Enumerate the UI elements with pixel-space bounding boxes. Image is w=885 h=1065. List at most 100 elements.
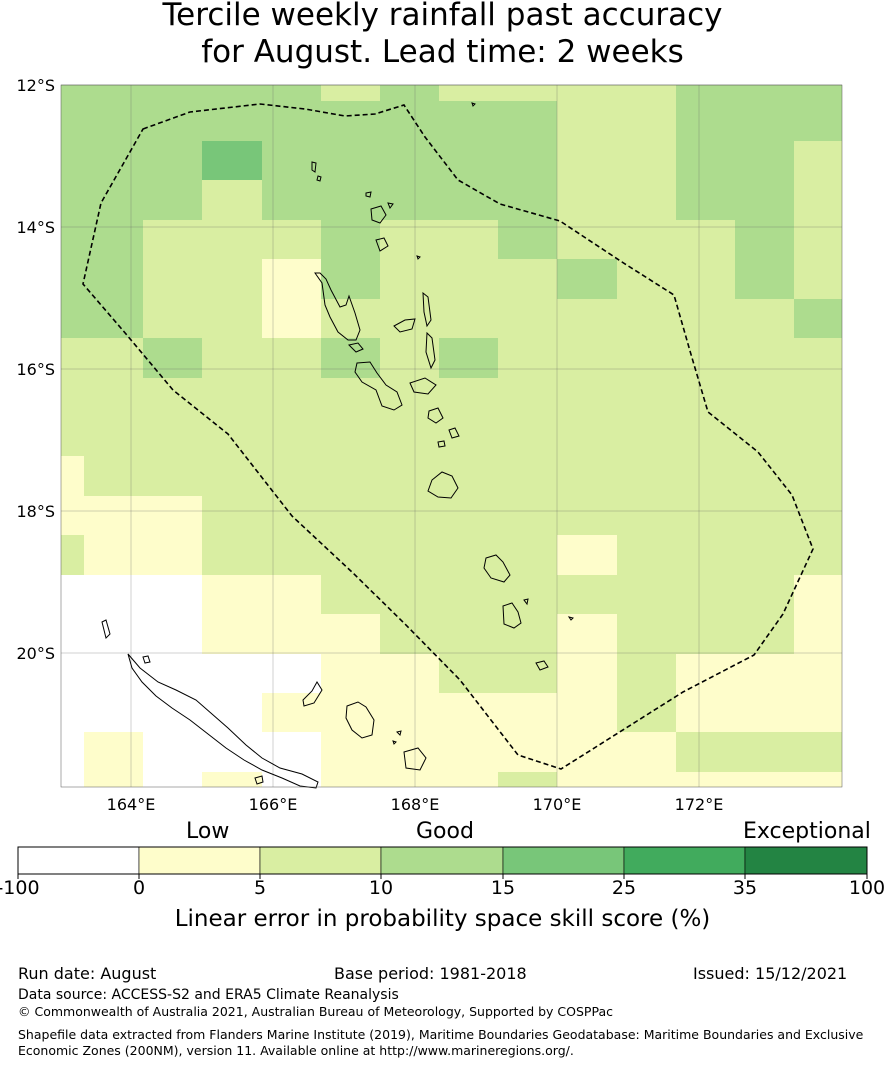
grid-cell [498, 101, 557, 141]
grid-cell [794, 654, 842, 693]
grid-cell [380, 456, 439, 496]
grid-cell [794, 338, 842, 378]
grid-cell [380, 417, 439, 456]
grid-cell [380, 614, 439, 654]
grid-cell [794, 496, 842, 535]
grid-cell [380, 732, 439, 772]
longitude-label: 170°E [533, 795, 582, 814]
map-figure: 12°S 14°S 16°S 18°S 20°S 164°E 166°E 168°E 170°… [16, 76, 868, 879]
colorbar-category-exceptional: Exceptional [743, 819, 871, 844]
island-shepherd-b [437, 440, 446, 448]
grid-cell [498, 378, 557, 417]
grid-cell [676, 141, 735, 180]
grid-cell [439, 535, 498, 575]
grid-cell [794, 732, 842, 772]
grid-cell [84, 259, 143, 299]
grid-cell [439, 575, 498, 614]
grid-cell [380, 496, 439, 535]
grid-cell [617, 614, 676, 654]
grid-cell [794, 535, 842, 575]
grid-cell [735, 575, 794, 614]
grid-cell [321, 378, 380, 417]
nc-isle-of-pines [254, 775, 264, 785]
grid-cell [735, 772, 794, 787]
grid-cell [557, 772, 617, 787]
grid-cell [202, 85, 262, 101]
grid-cell [143, 378, 202, 417]
chart-title-line-2: for August. Lead time: 2 weeks [201, 34, 684, 70]
grid-cell [557, 141, 617, 180]
grid-cell [61, 220, 84, 259]
chart-title-line-1: Tercile weekly rainfall past accuracy [162, 0, 723, 33]
colorbar-segment [259, 846, 382, 875]
grid-cell [143, 141, 202, 180]
grid-cell [262, 141, 321, 180]
grid-cell [676, 535, 735, 575]
colorbar-tick: 10 [368, 877, 394, 899]
grid-cell [557, 456, 617, 496]
longitude-label: 172°E [675, 795, 724, 814]
grid-cell [557, 299, 617, 338]
grid-cell [321, 180, 380, 220]
grid-cell [794, 378, 842, 417]
grid-cell [439, 101, 498, 141]
grid-cell [143, 575, 202, 614]
island-malekula [354, 361, 403, 411]
grid-cell [84, 693, 143, 732]
grid-cell [380, 772, 439, 787]
grid-cell [735, 732, 794, 772]
grid-cell [61, 338, 84, 378]
grid-cell [84, 220, 143, 259]
island-small-5 [471, 102, 476, 107]
grid-cell [143, 693, 202, 732]
grid-cell [262, 535, 321, 575]
grid-cell [61, 456, 84, 496]
grid-cell [202, 220, 262, 259]
grid-cell [735, 456, 794, 496]
grid-cell [202, 654, 262, 693]
coastlines [101, 102, 574, 789]
grid-cell [557, 575, 617, 614]
grid-cell [617, 299, 676, 338]
grid-cell [143, 772, 202, 787]
grid-cell [380, 180, 439, 220]
grid-cell [557, 180, 617, 220]
grid-cell [557, 259, 617, 299]
colorbar-tick: 100 [848, 877, 885, 899]
latitude-labels: 12°S 14°S 16°S 18°S 20°S [16, 76, 55, 663]
grid-cell [143, 220, 202, 259]
grid-cell [498, 220, 557, 259]
grid-cell [676, 378, 735, 417]
grid-cell [794, 85, 842, 101]
grid-cell [676, 614, 735, 654]
grid-cell [84, 496, 143, 535]
grid-cell [735, 85, 794, 101]
grid-cell [439, 417, 498, 456]
grid-cell [262, 378, 321, 417]
grid-cell [61, 101, 84, 141]
latitude-label: 16°S [16, 360, 55, 379]
grid-cell [143, 180, 202, 220]
grid-cell [794, 614, 842, 654]
grid-cell [380, 575, 439, 614]
grid-cell [202, 575, 262, 614]
grid-cell [735, 220, 794, 259]
grid-cell [557, 693, 617, 732]
data-source: Data source: ACCESS-S2 and ERA5 Climate … [18, 987, 399, 1003]
map-frame [60, 84, 843, 788]
longitude-labels: 164°E 166°E 168°E 170°E 172°E [107, 795, 724, 814]
grid-cell [735, 417, 794, 456]
grid-cell [84, 378, 143, 417]
grid-cell [498, 141, 557, 180]
grid-cell [498, 654, 557, 693]
grid-cell [498, 496, 557, 535]
island-efate [427, 471, 459, 499]
grid-cell [439, 220, 498, 259]
grid-cell [794, 575, 842, 614]
grid-cell [676, 101, 735, 141]
grid-cell [439, 85, 498, 101]
grid-cell [262, 338, 321, 378]
grid-cell [84, 101, 143, 141]
new-caledonia-north [101, 619, 111, 639]
grid-cell [321, 417, 380, 456]
